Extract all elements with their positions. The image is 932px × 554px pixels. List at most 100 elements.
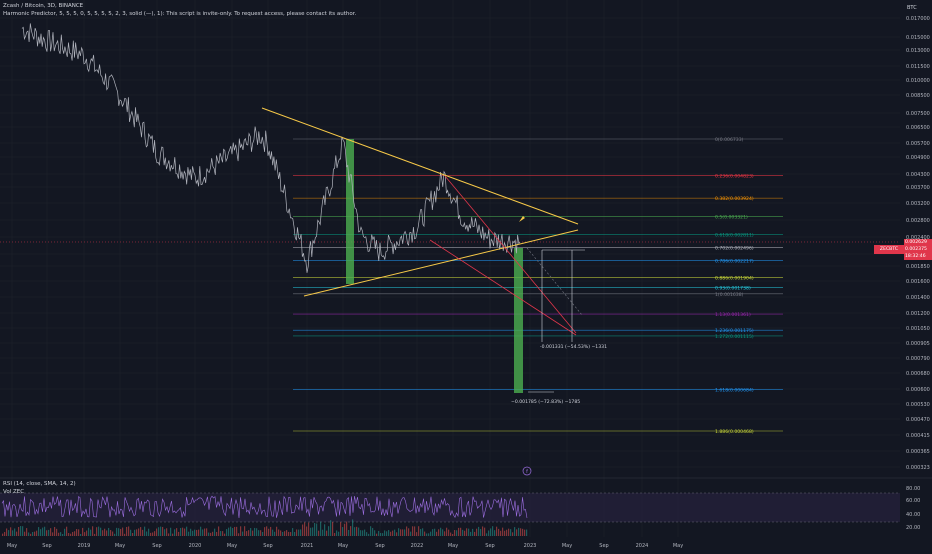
indicator-logo-icon bbox=[522, 466, 532, 476]
volume-bar bbox=[86, 530, 88, 536]
volume-bar bbox=[452, 533, 454, 536]
x-tick-label: May bbox=[227, 543, 237, 549]
volume-bar bbox=[410, 531, 412, 536]
volume-bar bbox=[246, 531, 248, 536]
volume-bar bbox=[396, 532, 398, 536]
volume-bar bbox=[60, 532, 62, 536]
rsi-line bbox=[1, 495, 528, 519]
volume-bar bbox=[22, 526, 24, 536]
volume-bar bbox=[472, 528, 474, 536]
volume-bar bbox=[520, 528, 522, 536]
volume-bar bbox=[230, 526, 232, 536]
fib-level-label: 1.618(0.000684) bbox=[715, 387, 754, 393]
indicator-legend[interactable]: Harmonic Predictor, 5, 5, 5, 0, 5, 5, 5,… bbox=[3, 11, 357, 17]
volume-bar bbox=[236, 526, 238, 536]
price-series-line bbox=[21, 23, 521, 273]
volume-bar bbox=[482, 526, 484, 536]
last-price: 0.002629 bbox=[905, 240, 927, 245]
volume-bar bbox=[480, 529, 482, 536]
rsi-tick-label: 80.00 bbox=[906, 486, 920, 492]
volume-bar bbox=[66, 526, 68, 536]
y-tick-label: 0.017000 bbox=[906, 16, 930, 22]
x-tick-label: Sep bbox=[152, 543, 161, 549]
volume-bar bbox=[360, 530, 362, 536]
volume-bar bbox=[388, 530, 390, 536]
volume-bar bbox=[498, 528, 500, 536]
y-tick-label: 0.002400 bbox=[906, 235, 930, 241]
volume-bar bbox=[364, 529, 366, 536]
volume-bar bbox=[500, 530, 502, 536]
volume-bar bbox=[14, 528, 16, 536]
countdown: 18:32:46 bbox=[905, 254, 926, 259]
y-tick-label: 0.001600 bbox=[906, 279, 930, 285]
volume-bar bbox=[280, 530, 282, 536]
y-tick-label: 0.008500 bbox=[906, 93, 930, 99]
volume-bar bbox=[434, 528, 436, 536]
x-tick-label: May bbox=[7, 543, 17, 549]
volume-bar bbox=[100, 527, 102, 536]
y-tick-label: 0.007500 bbox=[906, 111, 930, 117]
volume-bar bbox=[440, 527, 442, 536]
x-tick-label: 2022 bbox=[411, 543, 424, 549]
volume-bar bbox=[168, 533, 170, 536]
volume-bar bbox=[458, 527, 460, 536]
volume-bar bbox=[98, 526, 100, 536]
volume-bar bbox=[468, 528, 470, 536]
volume-bar bbox=[460, 527, 462, 536]
volume-bar bbox=[136, 529, 138, 536]
volume-bar bbox=[126, 526, 128, 536]
volume-legend[interactable]: Vol ZEC bbox=[3, 489, 25, 495]
volume-bar bbox=[476, 528, 478, 536]
rsi-band bbox=[0, 493, 900, 522]
volume-bar bbox=[104, 528, 106, 536]
volume-bar bbox=[404, 529, 406, 536]
volume-bar bbox=[226, 529, 228, 536]
y-tick-label: 0.010000 bbox=[906, 78, 930, 84]
volume-bar bbox=[160, 526, 162, 536]
indicator-logo-glyph: f bbox=[526, 469, 528, 475]
volume-bar bbox=[398, 528, 400, 536]
volume-bar bbox=[26, 528, 28, 536]
symbol-title[interactable]: Zcash / Bitcoin, 3D, BINANCE bbox=[3, 3, 84, 9]
y-tick-label: 0.013000 bbox=[906, 48, 930, 54]
volume-bar bbox=[240, 526, 242, 536]
volume-bar bbox=[494, 530, 496, 536]
volume-bar bbox=[488, 530, 490, 536]
fib-level-label: 1(0.001638) bbox=[715, 292, 744, 298]
volume-bar bbox=[300, 529, 302, 536]
volume-bar bbox=[324, 524, 326, 536]
volume-bar bbox=[74, 531, 76, 536]
volume-bar bbox=[462, 529, 464, 536]
x-tick-label: Sep bbox=[599, 543, 608, 549]
volume-bar bbox=[470, 531, 472, 536]
x-tick-label: Sep bbox=[263, 543, 272, 549]
x-tick-label: 2023 bbox=[524, 543, 537, 549]
volume-bar bbox=[40, 529, 42, 536]
volume-bar bbox=[222, 531, 224, 536]
volume-bar bbox=[218, 526, 220, 536]
volume-bar bbox=[268, 528, 270, 536]
volume-bar bbox=[224, 533, 226, 536]
volume-bar bbox=[254, 527, 256, 536]
rsi-legend[interactable]: RSI (14, close, SMA, 14, 2) bbox=[3, 481, 76, 487]
volume-bar bbox=[306, 526, 308, 536]
y-tick-label: 0.001050 bbox=[906, 326, 930, 332]
lower-trendline bbox=[303, 229, 579, 297]
rsi-tick-label: 20.00 bbox=[906, 525, 920, 531]
volume-bar bbox=[30, 533, 32, 536]
volume-bar bbox=[332, 522, 334, 536]
volume-bar bbox=[294, 531, 296, 536]
volume-bar bbox=[178, 531, 180, 536]
volume-bar bbox=[380, 532, 382, 536]
volume-bar bbox=[522, 528, 524, 536]
volume-bar bbox=[112, 531, 114, 536]
fib-level-label: 0.786(0.002217) bbox=[715, 259, 754, 265]
volume-bar bbox=[272, 529, 274, 536]
volume-bar bbox=[238, 533, 240, 536]
volume-bar bbox=[432, 529, 434, 536]
last-price-box: 0.002629 0.002375 18:32:46 bbox=[904, 239, 932, 260]
volume-bar bbox=[326, 530, 328, 536]
volume-bar bbox=[384, 530, 386, 536]
